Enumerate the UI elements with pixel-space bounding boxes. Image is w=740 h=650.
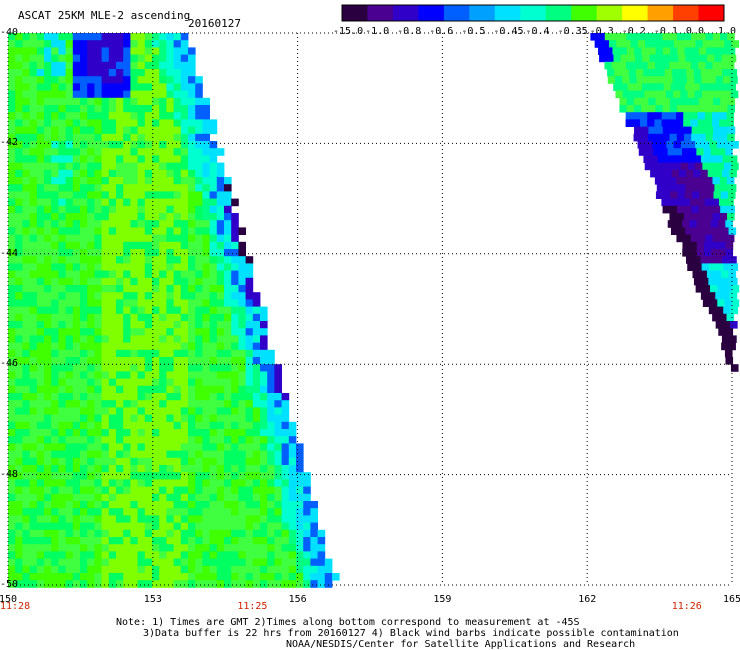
colorbar-swatch: [673, 5, 700, 21]
longitude-label: 156: [288, 594, 307, 605]
colorbar-label: -1.0: [365, 26, 390, 37]
colorbar-label: -0.6: [429, 26, 454, 37]
colorbar-label: -0.2: [621, 26, 646, 37]
longitude-label: 162: [578, 594, 597, 605]
colorbar-swatch: [520, 5, 547, 21]
colorbar-swatch: [571, 5, 598, 21]
colorbar-frame: [341, 4, 725, 22]
time-label: 11:25: [237, 601, 268, 612]
colorbar-swatch: [443, 5, 470, 21]
colorbar: [341, 4, 725, 22]
colorbar-label: -15.0: [333, 26, 364, 37]
colorbar-label: -0.3: [589, 26, 614, 37]
colorbar-swatch: [418, 5, 445, 21]
longitude-label: 159: [433, 594, 452, 605]
longitude-label: 150: [0, 594, 18, 605]
map-title: ASCAT 25KM MLE-2 ascending: [18, 9, 191, 22]
note-line-1: Note: 1) Times are GMT 2)Times along bot…: [116, 617, 580, 628]
note-line-2: 3)Data buffer is 22 hrs from 20160127 4)…: [143, 628, 679, 639]
colorbar-swatch: [622, 5, 649, 21]
latitude-label: -40: [0, 27, 19, 38]
colorbar-swatch: [647, 5, 674, 21]
colorbar-label: -0.1: [653, 26, 678, 37]
colorbar-label: 0.0: [685, 26, 704, 37]
map-date: 20160127: [188, 17, 241, 30]
note-line-3: NOAA/NESDIS/Center for Satellite Applica…: [286, 639, 636, 650]
colorbar-swatch: [469, 5, 496, 21]
colorbar-label: -0.5: [461, 26, 486, 37]
colorbar-swatch: [545, 5, 572, 21]
latitude-label: -42: [0, 137, 19, 149]
latitude-label: -50: [0, 579, 19, 590]
latitude-label: -46: [0, 358, 19, 370]
colorbar-label: -0.8: [397, 26, 422, 37]
time-label: 11:26: [671, 601, 702, 612]
longitude-label: 165: [723, 594, 740, 605]
longitude-label: 153: [143, 594, 162, 605]
colorbar-swatch: [367, 5, 394, 21]
colorbar-swatch: [392, 5, 419, 21]
colorbar-swatch: [698, 5, 725, 21]
colorbar-label: 1.0: [718, 26, 737, 37]
latitude-label: -44: [0, 247, 19, 259]
colorbar-swatch: [342, 5, 368, 21]
time-label: 11:28: [0, 601, 31, 612]
colorbar-swatch: [596, 5, 623, 21]
colorbar-label: -0.35: [557, 26, 588, 37]
colorbar-label: -0.45: [493, 26, 524, 37]
colorbar-label: -0.4: [525, 26, 550, 37]
colorbar-swatch: [494, 5, 521, 21]
latitude-label: -48: [0, 468, 19, 480]
